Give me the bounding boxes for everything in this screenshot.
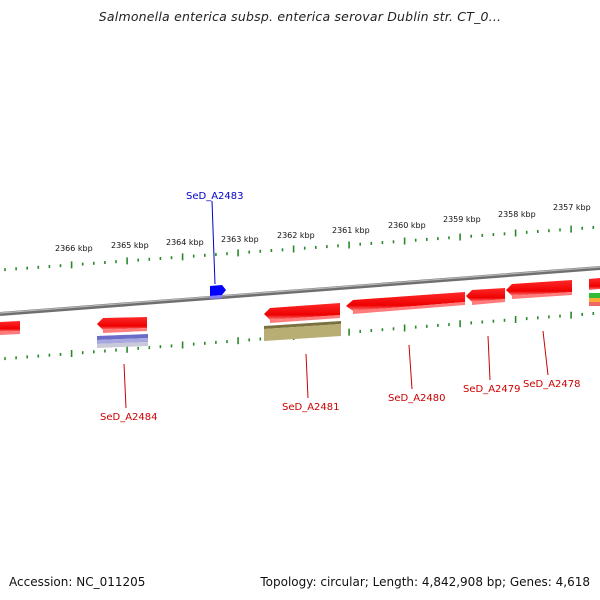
tick-label: 2365 kbp [111, 241, 149, 250]
label-SeD_A2484[interactable]: SeD_A2484 [100, 363, 158, 423]
label-SeD_A2479[interactable]: SeD_A2479 [463, 335, 521, 395]
gene-label-SeD_A2478: SeD_A2478 [523, 379, 581, 390]
tick-label: 2359 kbp [443, 215, 481, 224]
label-SeD_A2481[interactable]: SeD_A2481 [282, 353, 340, 413]
genome-backbone-highlight [0, 266, 600, 314]
label-SeD_A2483[interactable]: SeD_A2483 [186, 191, 244, 285]
gene-right-partial[interactable] [589, 278, 600, 290]
tick-label: 2357 kbp [553, 203, 591, 212]
tick-label: 2366 kbp [55, 244, 93, 253]
topology-summary: Topology: circular; Length: 4,842,908 bp… [260, 575, 590, 589]
feature-band-olive [264, 321, 341, 341]
gene-SeD_A2479[interactable] [466, 288, 505, 305]
tick-label: 2362 kbp [277, 231, 315, 240]
label-SeD_A2478[interactable]: SeD_A2478 [523, 330, 581, 390]
tick-labels: 2366 kbp 2365 kbp 2364 kbp 2363 kbp 2362… [55, 203, 591, 253]
tick-label: 2360 kbp [388, 221, 426, 230]
gene-label-SeD_A2484: SeD_A2484 [100, 412, 158, 423]
tick-label: 2363 kbp [221, 235, 259, 244]
gene-SeD_A2480[interactable] [346, 292, 465, 314]
gene-label-SeD_A2481: SeD_A2481 [282, 402, 340, 413]
gene-left-partial[interactable] [0, 321, 20, 335]
gene-label-SeD_A2479: SeD_A2479 [463, 384, 521, 395]
tick-label: 2364 kbp [166, 238, 204, 247]
tick-label: 2358 kbp [498, 210, 536, 219]
feature-band-multicolor [589, 293, 600, 306]
gene-SeD_A2478[interactable] [506, 280, 572, 299]
tick-label: 2361 kbp [332, 226, 370, 235]
gene-SeD_A2481[interactable] [264, 303, 340, 323]
feature-band-purple [97, 334, 148, 348]
upper-tick-track [4, 225, 595, 272]
gene-label-SeD_A2483: SeD_A2483 [186, 191, 244, 202]
gene-SeD_A2484[interactable] [97, 317, 147, 333]
genome-title: Salmonella enterica subsp. enterica sero… [98, 9, 502, 24]
gene-SeD_A2483[interactable] [210, 285, 226, 299]
accession-text: Accession: NC_011205 [9, 575, 146, 589]
genome-backbone [0, 266, 600, 316]
label-SeD_A2480[interactable]: SeD_A2480 [388, 344, 446, 404]
gene-label-SeD_A2480: SeD_A2480 [388, 393, 446, 404]
